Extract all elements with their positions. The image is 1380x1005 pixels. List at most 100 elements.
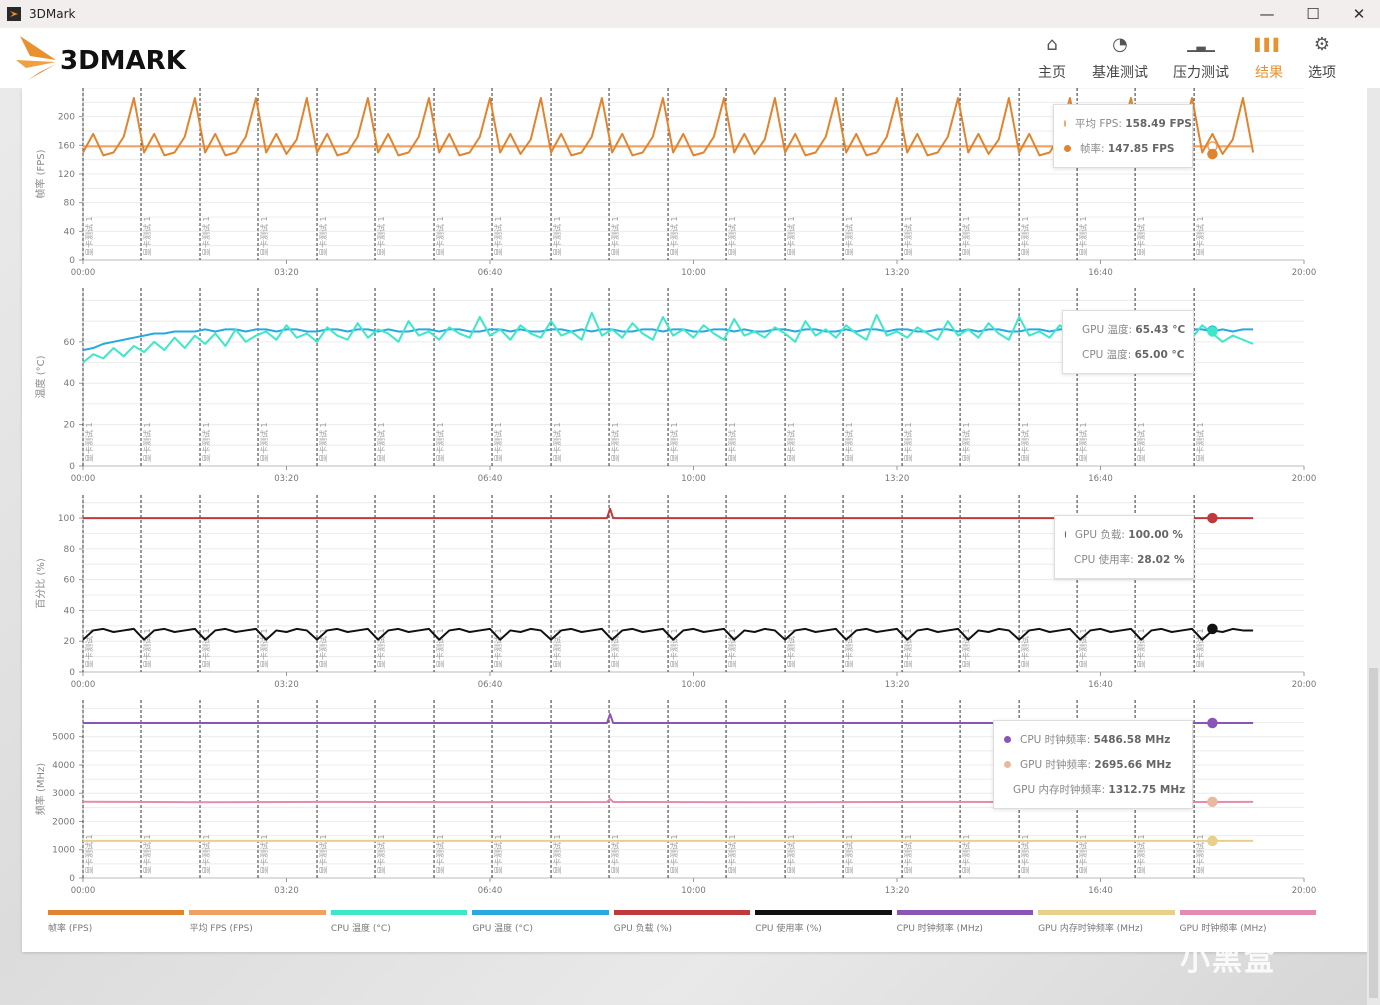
y-tick-label: 120 xyxy=(58,170,75,180)
scrollbar-thumb[interactable] xyxy=(1369,668,1378,998)
test-marker-label: 显卡测试 1 xyxy=(201,628,211,668)
y-tick-label: 40 xyxy=(64,379,76,389)
test-marker-label: 显卡测试 1 xyxy=(201,216,211,256)
logo-text: 3DMARK xyxy=(60,46,186,76)
test-marker-label: 显卡测试 1 xyxy=(84,422,94,462)
nav-home[interactable]: ⌂ 主页 xyxy=(1038,34,1066,82)
test-marker-label: 显卡测试 1 xyxy=(552,216,562,256)
test-marker-label: 显卡测试 1 xyxy=(493,834,503,874)
close-button[interactable]: ✕ xyxy=(1352,5,1366,23)
tooltip-dot xyxy=(1004,761,1011,768)
scrollbar[interactable] xyxy=(1367,88,1380,1005)
test-marker-label: 显卡测试 1 xyxy=(493,628,503,668)
test-marker-label: 显卡测试 1 xyxy=(435,628,445,668)
window-title: 3DMark xyxy=(29,7,76,21)
legend-label: 帧率 (FPS) xyxy=(48,924,93,934)
test-marker-label: 显卡测试 1 xyxy=(727,216,737,256)
logo-chevron-icon xyxy=(16,36,56,80)
test-marker-label: 显卡测试 1 xyxy=(1020,834,1030,874)
test-marker-label: 显卡测试 1 xyxy=(84,834,94,874)
watermark-logo: 小黑盒 xyxy=(1180,943,1276,978)
test-marker-label: 显卡测试 1 xyxy=(961,422,971,462)
hover-point xyxy=(1207,796,1218,808)
test-marker-label: 显卡测试 1 xyxy=(1195,628,1205,668)
series-line-CPU-温度 xyxy=(82,311,1254,364)
x-tick-label: 10:00 xyxy=(681,680,706,690)
legend-item[interactable]: 平均 FPS (FPS) xyxy=(189,910,326,934)
3dmark-logo[interactable]: 3DMARK xyxy=(16,34,216,82)
test-marker-label: 显卡测试 1 xyxy=(259,834,269,874)
y-axis-label: 频率 (MHz) xyxy=(34,763,47,815)
test-marker-label: 显卡测试 1 xyxy=(669,422,679,462)
test-marker-label: 显卡测试 1 xyxy=(961,628,971,668)
chart-2: 0 20 40 60 00:00 03:20 06:40 10:00 13:20 16:40 20:… xyxy=(34,288,1316,484)
legend-item[interactable]: GPU 温度 (°C) xyxy=(472,910,609,934)
nav-benchmarks[interactable]: ◔ 基准测试 xyxy=(1092,34,1148,82)
tooltip-dot xyxy=(1064,145,1071,152)
legend-swatch xyxy=(613,910,751,915)
minimize-button[interactable]: — xyxy=(1259,5,1275,23)
legend-swatch xyxy=(1038,910,1175,915)
y-tick-label: 20 xyxy=(64,637,76,647)
test-marker-label: 显卡测试 1 xyxy=(259,628,269,668)
test-marker-label: 显卡测试 1 xyxy=(376,628,386,668)
y-tick-label: 3000 xyxy=(52,789,75,799)
x-tick-label: 03:20 xyxy=(274,268,299,278)
y-tick-label: 60 xyxy=(64,576,76,586)
test-marker-label: 显卡测试 1 xyxy=(201,834,211,874)
nav-options[interactable]: ⚙ 选项 xyxy=(1308,34,1336,82)
legend-item[interactable]: CPU 使用率 (%) xyxy=(755,910,892,934)
y-tick-label: 100 xyxy=(58,514,75,524)
x-tick-label: 16:40 xyxy=(1088,474,1113,484)
legend-label: CPU 时钟频率 (MHz) xyxy=(896,924,983,934)
legend-item[interactable]: CPU 时钟频率 (MHz) xyxy=(896,910,1034,934)
x-tick-label: 03:20 xyxy=(274,474,299,484)
nav-options-label: 选项 xyxy=(1308,65,1336,81)
x-tick-label: 16:40 xyxy=(1088,886,1113,896)
x-tick-label: 06:40 xyxy=(478,680,503,690)
legend-item[interactable]: GPU 内存时钟频率 (MHz) xyxy=(1038,910,1175,934)
test-marker-label: 显卡测试 1 xyxy=(610,834,620,874)
nav-stress-tests[interactable]: ▁▃▁ 压力测试 xyxy=(1173,34,1229,82)
x-tick-label: 03:20 xyxy=(274,886,299,896)
test-marker-label: 显卡测试 1 xyxy=(669,216,679,256)
nav-stress-tests-label: 压力测试 xyxy=(1173,65,1229,81)
test-marker-label: 显卡测试 1 xyxy=(961,216,971,256)
legend-swatch xyxy=(472,910,609,915)
tooltip-label: 平均 FPS xyxy=(1075,118,1119,130)
test-marker-label: 显卡测试 1 xyxy=(903,834,913,874)
x-tick-label: 20:00 xyxy=(1292,886,1317,896)
y-tick-label: 0 xyxy=(69,462,75,472)
legend-item[interactable]: GPU 负载 (%) xyxy=(613,910,751,934)
test-marker-label: 显卡测试 1 xyxy=(610,216,620,256)
legend-label: GPU 温度 (°C) xyxy=(472,924,533,934)
test-marker-label: 显卡测试 1 xyxy=(669,834,679,874)
legend-label: CPU 使用率 (%) xyxy=(755,924,822,934)
maximize-button[interactable]: ☐ xyxy=(1306,5,1320,23)
test-marker-label: 显卡测试 1 xyxy=(318,422,328,462)
test-marker-label: 显卡测试 1 xyxy=(1078,422,1088,462)
tooltip-value: 147.85 FPS xyxy=(1107,142,1175,155)
tooltip-value: 28.02 % xyxy=(1137,553,1185,566)
x-tick-label: 20:00 xyxy=(1292,268,1317,278)
nav-home-label: 主页 xyxy=(1038,65,1066,81)
tooltip-percentage: GPU 负载: 100.00 % CPU 使用率: 28.02 % xyxy=(1054,515,1194,579)
legend-item[interactable]: 帧率 (FPS) xyxy=(48,910,185,934)
x-tick-label: 13:20 xyxy=(885,268,910,278)
legend-item[interactable]: CPU 温度 (°C) xyxy=(330,910,468,934)
y-axis-label: 百分比 (%) xyxy=(35,558,47,609)
x-tick-label: 00:00 xyxy=(71,886,96,896)
hover-point xyxy=(1207,512,1218,524)
y-tick-label: 0 xyxy=(69,874,75,884)
nav-results[interactable]: ▌▌▌ 结果 xyxy=(1255,34,1283,82)
test-marker-label: 显卡测试 1 xyxy=(1136,216,1146,256)
legend-item[interactable]: GPU 时钟频率 (MHz) xyxy=(1179,910,1316,934)
legend-swatch xyxy=(330,910,468,915)
test-marker-label: 显卡测试 1 xyxy=(142,216,152,256)
test-marker-label: 显卡测试 1 xyxy=(84,216,94,256)
test-marker-label: 显卡测试 1 xyxy=(84,628,94,668)
tooltip-label: 帧率 xyxy=(1080,143,1101,155)
series-line-GPU-负载 xyxy=(83,507,1254,520)
test-marker-label: 显卡测试 1 xyxy=(318,834,328,874)
home-icon: ⌂ xyxy=(1046,34,1058,55)
